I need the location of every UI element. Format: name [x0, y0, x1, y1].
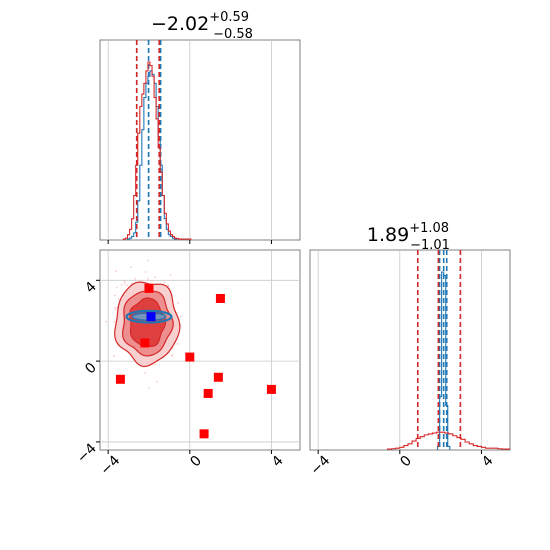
x-tick-label: 4 — [479, 453, 497, 471]
red-square-marker — [215, 293, 225, 303]
histogram-step-1 — [122, 61, 192, 240]
sample-point — [130, 266, 133, 269]
sample-point — [147, 387, 150, 390]
histogram-bottom-right — [387, 250, 510, 450]
sample-point — [176, 343, 179, 345]
y-tick-label: −4 — [74, 440, 100, 466]
red-square-marker — [213, 372, 223, 382]
sample-point — [144, 271, 147, 273]
red-square-marker — [203, 388, 213, 398]
sample-point — [154, 276, 157, 279]
title-bottom-right-sub: −1.01 — [410, 238, 450, 253]
histogram-step-1 — [387, 431, 510, 450]
red-square-marker — [115, 374, 125, 384]
sample-point — [115, 286, 118, 289]
scatter-bottom-left — [79, 259, 276, 439]
sample-point — [118, 298, 120, 300]
sample-point — [169, 274, 172, 276]
sample-point — [123, 282, 126, 285]
grid-bottom-left — [100, 250, 300, 450]
x-tick-label: −4 — [308, 453, 334, 479]
title-top-left: −2.02+0.59 −0.58 — [151, 10, 253, 42]
sample-point — [177, 302, 179, 304]
sample-point — [179, 315, 182, 318]
sample-point — [79, 292, 81, 294]
sample-point — [144, 371, 146, 374]
sample-point — [147, 277, 150, 280]
y-tick-label: 0 — [82, 360, 100, 378]
blue-contour-outer — [125, 309, 173, 324]
title-bottom-right: 1.89+1.08 −1.01 — [367, 221, 450, 253]
red-square-marker — [199, 429, 209, 439]
sample-point — [113, 320, 116, 323]
axes-frame-top-left — [99, 39, 301, 241]
sample-point — [113, 355, 116, 357]
grid-bottom-right — [317, 250, 482, 450]
sample-point — [125, 284, 128, 287]
red-square-marker — [140, 338, 150, 348]
sample-point — [105, 320, 108, 323]
sample-point — [120, 283, 123, 286]
red-square-marker — [266, 384, 276, 394]
y-tick-label: 4 — [82, 279, 100, 297]
axes-frame-bottom-right — [309, 249, 511, 451]
x-tick-label: 0 — [187, 453, 205, 471]
sample-point — [82, 315, 84, 317]
sample-point — [115, 270, 118, 273]
sample-point — [167, 284, 170, 287]
title-top-left-value: −2.02 — [151, 13, 209, 35]
x-tick-label: −4 — [98, 453, 124, 479]
panel-bottom-right: −4 0 4 1.89+1.08 −1.01 — [308, 221, 511, 479]
sample-point — [154, 363, 157, 366]
title-bottom-right-value: 1.89 — [367, 224, 409, 246]
sample-point — [123, 280, 126, 283]
sample-point — [113, 294, 116, 297]
red-square-marker — [185, 352, 195, 362]
title-top-left-sub: −0.58 — [213, 27, 253, 42]
title-bottom-right-sup: +1.08 — [409, 221, 449, 236]
sample-point — [114, 306, 117, 309]
ticks-bottom-right: −4 0 4 — [308, 450, 497, 479]
red-square-marker — [144, 283, 154, 293]
panel-top-left: −2.02+0.59 −0.58 — [99, 10, 301, 244]
grid-top-left — [107, 40, 272, 244]
sample-point — [147, 259, 150, 262]
x-tick-label: 4 — [269, 453, 287, 471]
blue-square-marker — [146, 312, 156, 322]
sample-point — [134, 277, 137, 280]
sample-point — [155, 380, 158, 383]
sample-point — [151, 280, 153, 282]
sample-point — [171, 354, 174, 357]
sample-point — [163, 281, 166, 284]
sample-point — [114, 308, 117, 311]
x-tick-label: 0 — [397, 453, 415, 471]
panel-bottom-left: −4−4 0 0 4 4 — [74, 249, 301, 479]
title-top-left-sup: +0.59 — [209, 10, 249, 25]
histogram-top-left — [122, 40, 192, 240]
